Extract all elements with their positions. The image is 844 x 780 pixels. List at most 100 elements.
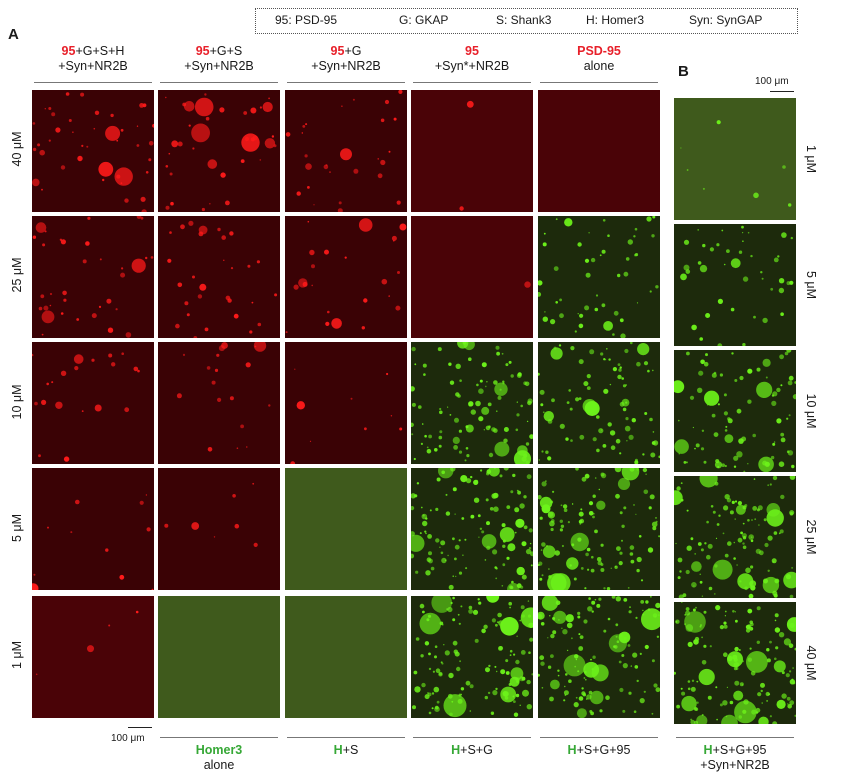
condensate-droplet (459, 379, 462, 382)
panel-label-b: B (678, 63, 689, 80)
condensate-droplet (554, 550, 560, 556)
condensate-droplet (643, 489, 649, 495)
condensate-droplet (474, 638, 479, 643)
condensate-droplet (752, 433, 756, 438)
micrograph-image (538, 596, 660, 718)
condensate-droplet (674, 380, 685, 394)
condensate-droplet (337, 208, 343, 212)
condensate-droplet (458, 450, 463, 454)
condensate-droplet (244, 136, 250, 142)
condensate-droplet (690, 686, 696, 692)
condensate-droplet (428, 558, 433, 564)
condensate-droplet (171, 140, 179, 148)
condensate-droplet (557, 669, 560, 672)
condensate-droplet (55, 401, 63, 409)
condensate-droplet (421, 682, 426, 688)
condensate-droplet (605, 695, 610, 700)
condensate-droplet (48, 139, 51, 142)
condensate-droplet (791, 464, 795, 469)
condensate-droplet (454, 544, 460, 550)
condensate-droplet (784, 351, 789, 356)
legend-item-psd95: 95: PSD-95 (275, 13, 338, 27)
condensate-droplet (448, 584, 454, 590)
condensate-droplet (427, 534, 432, 539)
column-label-rest: +G (344, 44, 362, 58)
condensate-droplet (724, 610, 727, 613)
condensate-droplet (436, 700, 440, 704)
condensate-droplet (565, 673, 568, 676)
condensate-droplet (655, 285, 659, 289)
condensate-droplet (440, 551, 444, 555)
condensate-droplet (591, 555, 594, 559)
condensate-droplet (485, 498, 489, 502)
condensate-droplet (621, 524, 625, 528)
condensate-droplet (580, 508, 583, 511)
condensate-droplet (684, 623, 686, 625)
condensate-droplet (555, 301, 558, 304)
condensate-droplet (481, 406, 490, 415)
condensate-droplet (182, 353, 186, 356)
condensate-droplet (230, 267, 234, 270)
condensate-droplet (428, 652, 431, 656)
condensate-droplet (511, 580, 514, 584)
condensate-droplet (715, 686, 718, 689)
condensate-droplet (500, 669, 506, 675)
micrograph-tile-a-r1-c1 (32, 90, 154, 212)
condensate-droplet (489, 507, 494, 511)
condensate-droplet (418, 405, 422, 409)
scale-bar-bottom (128, 727, 152, 728)
micrograph-tile-a-r1-c3 (285, 90, 407, 212)
condensate-droplet (551, 519, 555, 523)
condensate-droplet (742, 343, 746, 346)
condensate-droplet (146, 527, 151, 532)
condensate-droplet (611, 596, 616, 599)
condensate-droplet (218, 345, 225, 352)
condensate-droplet (701, 714, 704, 716)
condensate-droplet (565, 437, 569, 441)
condensate-droplet (437, 347, 442, 352)
column-separator (540, 737, 658, 738)
condensate-droplet (547, 637, 549, 639)
condensate-droplet (152, 123, 154, 128)
condensate-droplet (623, 271, 629, 277)
condensate-droplet (557, 674, 560, 677)
condensate-droplet (570, 532, 589, 552)
condensate-droplet (562, 629, 568, 635)
condensate-droplet (119, 574, 125, 580)
condensate-droplet (608, 358, 611, 361)
condensate-droplet (516, 566, 525, 576)
condensate-droplet (169, 172, 173, 176)
condensate-droplet (547, 573, 567, 590)
condensate-droplet (139, 103, 144, 108)
micrograph-background (285, 596, 407, 718)
condensate-droplet (651, 234, 655, 238)
column-label-highlight: 95 (465, 44, 479, 58)
condensate-droplet (769, 640, 772, 644)
micrograph-tile-a-r2-c4 (411, 216, 533, 338)
condensate-droplet (644, 644, 649, 650)
condensate-droplet (492, 690, 498, 696)
condensate-droplet (198, 231, 204, 237)
condensate-droplet (559, 519, 563, 523)
condensate-droplet (425, 532, 427, 535)
condensate-droplet (413, 457, 416, 461)
condensate-droplet (738, 438, 744, 444)
condensate-droplet (587, 568, 590, 571)
condensate-droplet (434, 645, 438, 648)
condensate-droplet (388, 295, 390, 297)
condensate-droplet (631, 418, 636, 423)
condensate-droplet (719, 625, 724, 630)
condensate-droplet (60, 165, 66, 170)
condensate-droplet (569, 407, 573, 411)
condensate-droplet (721, 229, 724, 232)
condensate-droplet (513, 700, 516, 703)
condensate-droplet (636, 556, 642, 563)
condensate-droplet (690, 537, 694, 541)
condensate-droplet (340, 148, 352, 161)
condensate-droplet (690, 719, 695, 724)
condensate-droplet (610, 567, 612, 569)
condensate-droplet (512, 473, 516, 478)
condensate-droplet (478, 601, 482, 605)
condensate-droplet (754, 518, 757, 521)
condensate-droplet (685, 461, 688, 464)
